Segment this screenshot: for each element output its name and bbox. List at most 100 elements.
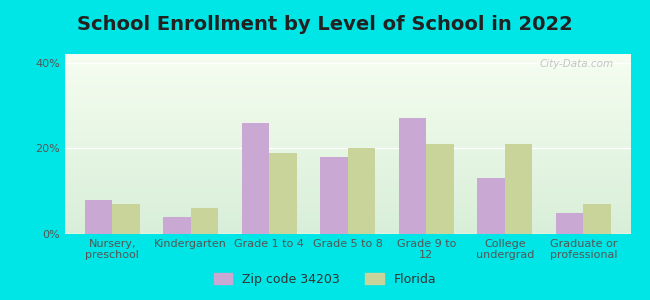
- Bar: [65, 95, 630, 96]
- Bar: [65, 56, 630, 57]
- Bar: [65, 224, 630, 225]
- Bar: [65, 220, 630, 221]
- Bar: [65, 150, 630, 151]
- Bar: [65, 155, 630, 156]
- Bar: [65, 88, 630, 89]
- Bar: [65, 78, 630, 79]
- Bar: [65, 154, 630, 155]
- Bar: [65, 167, 630, 168]
- Bar: [65, 192, 630, 193]
- Bar: [65, 219, 630, 220]
- Bar: [65, 127, 630, 128]
- Bar: [65, 85, 630, 86]
- Bar: [65, 129, 630, 130]
- Bar: [320, 157, 348, 234]
- Bar: [65, 68, 630, 69]
- Bar: [65, 57, 630, 58]
- Bar: [65, 170, 630, 171]
- Bar: [65, 67, 630, 68]
- Bar: [65, 178, 630, 179]
- Bar: [65, 223, 630, 224]
- Bar: [65, 145, 630, 146]
- Bar: [65, 212, 630, 213]
- Bar: [65, 73, 630, 74]
- Bar: [163, 217, 190, 234]
- Bar: [65, 90, 630, 91]
- Bar: [65, 140, 630, 141]
- Bar: [65, 115, 630, 116]
- Bar: [65, 125, 630, 126]
- Bar: [65, 92, 630, 93]
- Bar: [65, 124, 630, 125]
- Bar: [65, 106, 630, 107]
- Bar: [190, 208, 218, 234]
- Bar: [65, 62, 630, 63]
- Bar: [505, 144, 532, 234]
- Bar: [65, 113, 630, 114]
- Bar: [65, 176, 630, 177]
- Bar: [65, 71, 630, 72]
- Bar: [65, 189, 630, 190]
- Bar: [65, 177, 630, 178]
- Bar: [84, 200, 112, 234]
- Bar: [65, 134, 630, 135]
- Bar: [65, 187, 630, 188]
- Bar: [65, 118, 630, 119]
- Bar: [65, 171, 630, 172]
- Bar: [65, 141, 630, 142]
- Bar: [65, 114, 630, 115]
- Bar: [65, 162, 630, 163]
- Bar: [65, 96, 630, 97]
- Bar: [65, 87, 630, 88]
- Bar: [65, 183, 630, 184]
- Bar: [65, 130, 630, 131]
- Bar: [65, 180, 630, 181]
- Bar: [65, 112, 630, 113]
- Bar: [65, 164, 630, 165]
- Bar: [65, 156, 630, 157]
- Bar: [65, 206, 630, 207]
- Bar: [65, 194, 630, 195]
- Bar: [65, 79, 630, 80]
- Bar: [65, 209, 630, 210]
- Bar: [65, 190, 630, 191]
- Bar: [65, 139, 630, 140]
- Bar: [65, 228, 630, 229]
- Bar: [65, 163, 630, 164]
- Bar: [65, 55, 630, 56]
- Bar: [65, 151, 630, 152]
- Bar: [65, 147, 630, 148]
- Bar: [65, 82, 630, 83]
- Bar: [65, 64, 630, 65]
- Bar: [65, 75, 630, 76]
- Bar: [65, 195, 630, 196]
- Bar: [65, 111, 630, 112]
- Bar: [65, 226, 630, 227]
- Bar: [65, 98, 630, 99]
- Bar: [65, 207, 630, 208]
- Bar: [65, 172, 630, 173]
- Bar: [65, 191, 630, 192]
- Bar: [65, 200, 630, 201]
- Bar: [65, 160, 630, 161]
- Bar: [65, 215, 630, 216]
- Bar: [65, 110, 630, 111]
- Text: School Enrollment by Level of School in 2022: School Enrollment by Level of School in …: [77, 15, 573, 34]
- Bar: [65, 66, 630, 67]
- Bar: [65, 186, 630, 187]
- Bar: [65, 205, 630, 206]
- Bar: [65, 83, 630, 84]
- Bar: [65, 152, 630, 153]
- Bar: [65, 63, 630, 64]
- Bar: [65, 100, 630, 101]
- Text: City-Data.com: City-Data.com: [540, 59, 614, 69]
- Bar: [65, 193, 630, 194]
- Bar: [65, 58, 630, 59]
- Bar: [65, 174, 630, 175]
- Bar: [65, 116, 630, 117]
- Bar: [65, 103, 630, 104]
- Bar: [65, 185, 630, 186]
- Bar: [584, 204, 611, 234]
- Bar: [65, 65, 630, 66]
- Bar: [65, 54, 630, 55]
